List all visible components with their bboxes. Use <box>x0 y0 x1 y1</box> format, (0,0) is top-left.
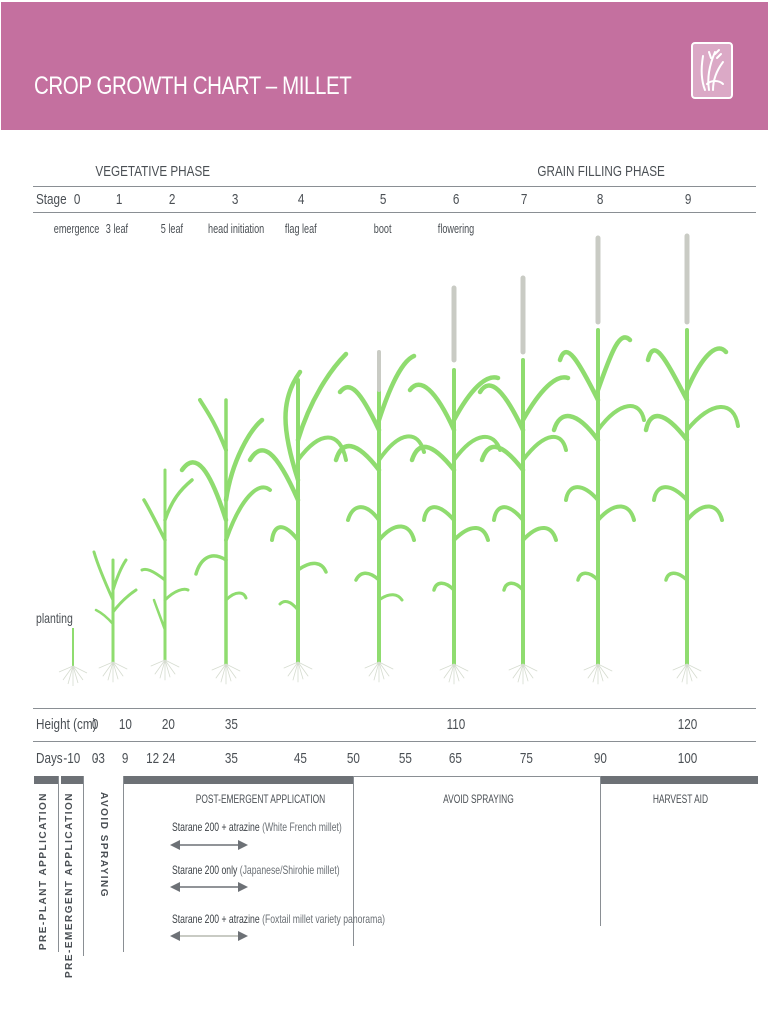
plant-planting <box>58 628 88 687</box>
avoid-spraying-early-label: AVOID SPRAYING <box>98 792 109 899</box>
stage-bottom-rule <box>33 212 756 213</box>
divider-pre-emergent <box>83 776 84 956</box>
stage-5: 5 <box>379 191 387 208</box>
divider-harvest <box>600 776 601 926</box>
stage-name-head-initiation: head initiation <box>207 221 265 236</box>
plant-stage-3 <box>179 398 272 685</box>
option-japanese-shirohie: Starane 200 only (Japanese/Shirohie mill… <box>172 863 340 877</box>
stage-name-flowering: flowering <box>437 221 475 236</box>
double-arrow-icon <box>170 838 248 856</box>
days-0: 0 <box>91 750 99 767</box>
height-35: 35 <box>224 716 238 733</box>
days-100: 100 <box>678 750 698 767</box>
stage-6: 6 <box>452 191 460 208</box>
height-bottom-rule <box>33 741 756 742</box>
vegetative-phase-label: VEGETATIVE PHASE <box>95 163 211 180</box>
days-minus-10: -10 <box>63 750 81 767</box>
plant-illustrations <box>0 230 770 690</box>
plant-stage-5 <box>333 350 426 683</box>
option-foxtail-panorama: Starane 200 + atrazine (Foxtail millet v… <box>172 912 385 926</box>
plant-stage-4 <box>247 351 349 683</box>
height-10: 10 <box>118 716 132 733</box>
days-12-24: 12 24 <box>146 750 176 767</box>
stage-name-3-leaf: 3 leaf <box>105 221 129 236</box>
days-75: 75 <box>519 750 533 767</box>
plant-stage-1 <box>92 550 138 683</box>
avoid-spraying-top-rule <box>353 776 600 777</box>
days-35: 35 <box>224 750 238 767</box>
height-0: 0 <box>91 716 99 733</box>
days-minus-3: -3 <box>94 750 106 767</box>
plant-stage-7 <box>477 275 571 685</box>
height-120: 120 <box>678 716 698 733</box>
double-arrow-icon <box>170 880 248 898</box>
days-45: 45 <box>293 750 307 767</box>
pre-emergent-bar <box>61 776 83 784</box>
stage-name-boot: boot <box>374 221 392 236</box>
divider-post-emergent <box>353 776 354 946</box>
plant-stage-8 <box>551 235 646 685</box>
days-90: 90 <box>593 750 607 767</box>
height-110: 110 <box>446 716 466 733</box>
height-row-label: Height (cm) <box>36 716 97 733</box>
stage-7: 7 <box>520 191 528 208</box>
plant-stage-9 <box>643 233 740 685</box>
harvest-aid-bar <box>600 776 758 784</box>
stage-name-flag-leaf: flag leaf <box>285 221 317 236</box>
page-title: CROP GROWTH CHART – MILLET <box>34 72 352 100</box>
days-55: 55 <box>398 750 412 767</box>
divider-pre-plant <box>58 776 59 952</box>
height-20: 20 <box>161 716 175 733</box>
pre-plant-bar <box>34 776 58 784</box>
stage-0: 0 <box>73 191 81 208</box>
pre-emergent-label: PRE-EMERGENT APPLICATION <box>64 792 75 979</box>
stage-2: 2 <box>168 191 176 208</box>
post-emergent-label: POST-EMERGENT APPLICATION <box>195 792 326 806</box>
wheat-icon <box>691 42 733 99</box>
header-banner <box>1 2 768 130</box>
pre-plant-label: PRE-PLANT APPLICATION <box>38 792 49 951</box>
stage-1: 1 <box>115 191 123 208</box>
stage-name-emergence: emergence <box>54 221 100 236</box>
double-arrow-icon <box>170 929 248 947</box>
harvest-aid-label: HARVEST AID <box>652 792 708 806</box>
stage-row-label: Stage <box>36 191 67 208</box>
plant-stage-2 <box>140 468 194 681</box>
days-9: 9 <box>121 750 129 767</box>
avoid-spraying-late-label: AVOID SPRAYING <box>442 792 514 806</box>
stage-top-rule <box>33 186 756 187</box>
plant-stage-6 <box>407 285 502 685</box>
height-top-rule <box>33 708 756 709</box>
grain-filling-phase-label: GRAIN FILLING PHASE <box>537 163 665 180</box>
stage-9: 9 <box>684 191 692 208</box>
divider-avoid <box>123 776 124 952</box>
days-50: 50 <box>346 750 360 767</box>
planting-label: planting <box>36 610 73 626</box>
stage-name-5-leaf: 5 leaf <box>160 221 184 236</box>
option-white-french: Starane 200 + atrazine (White French mil… <box>172 820 342 834</box>
days-65: 65 <box>448 750 462 767</box>
stage-4: 4 <box>297 191 305 208</box>
post-emergent-bar <box>124 776 353 784</box>
days-row-label: Days <box>36 750 63 767</box>
stage-3: 3 <box>231 191 239 208</box>
stage-8: 8 <box>596 191 604 208</box>
